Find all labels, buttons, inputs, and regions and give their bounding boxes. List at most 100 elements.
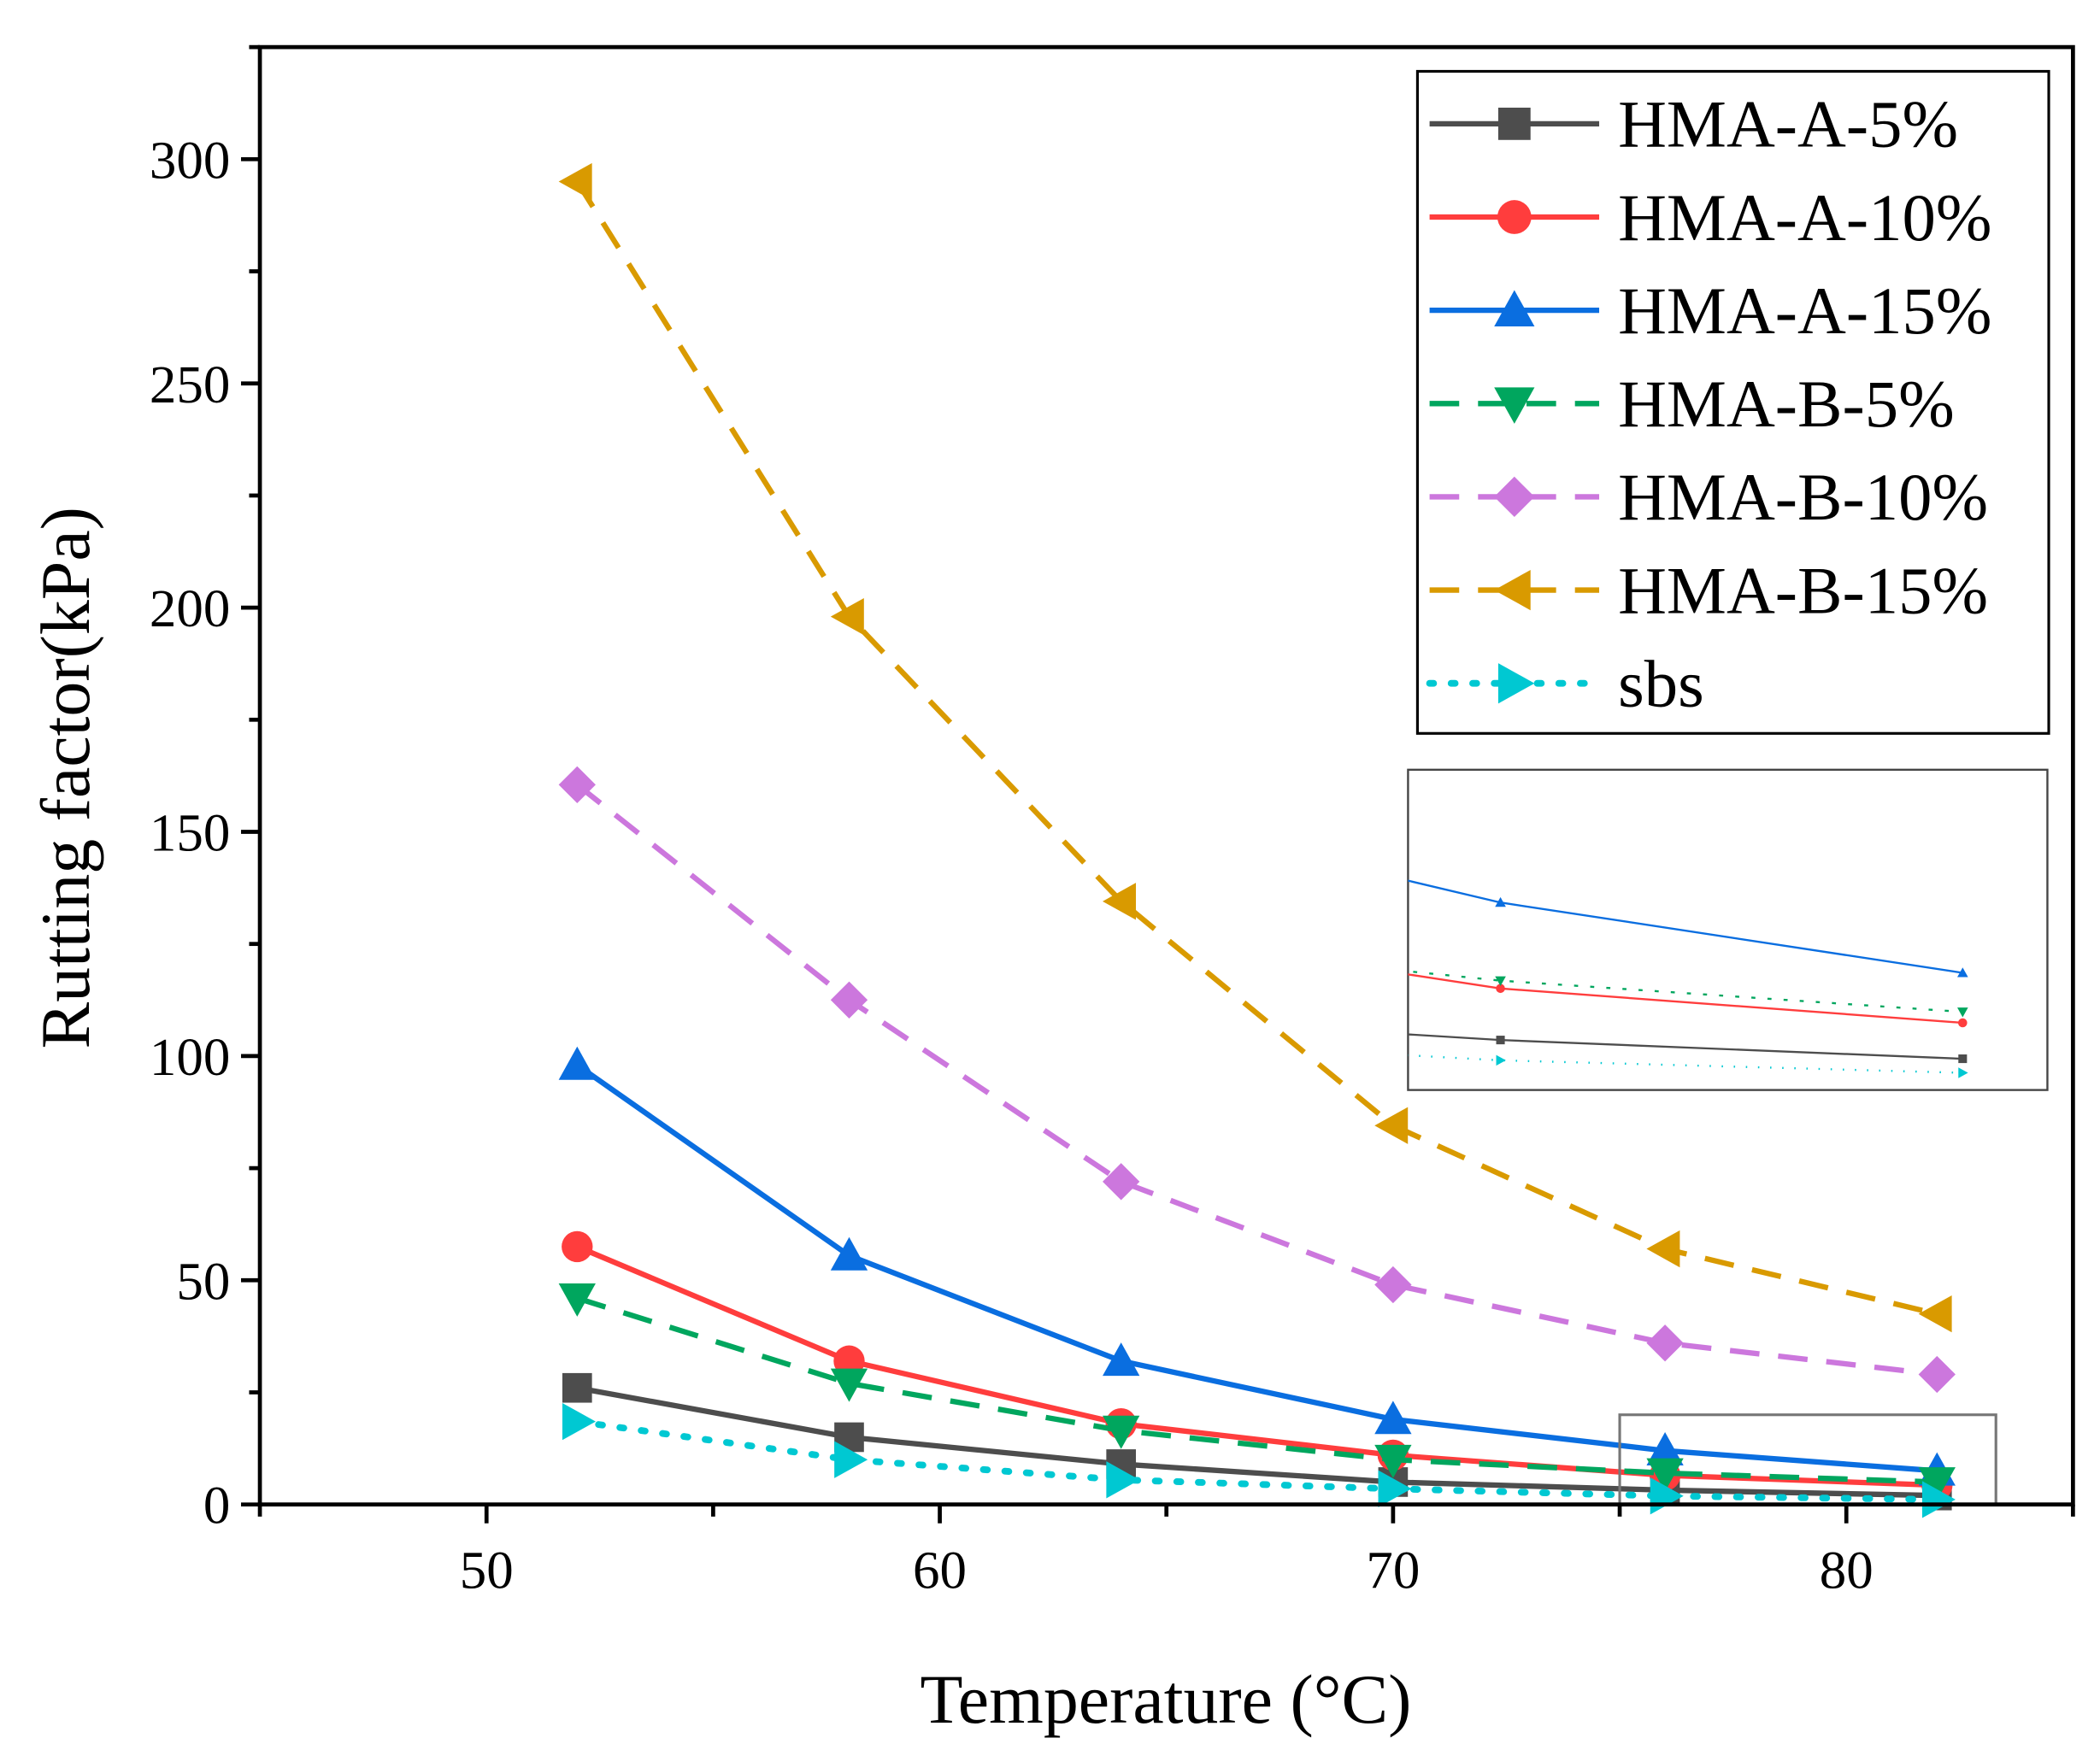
x-tick-label: 50 <box>460 1540 514 1600</box>
inset-data-point <box>109 928 119 939</box>
inset-data-point <box>1033 788 1044 797</box>
inset-data-point <box>572 804 581 813</box>
data-point <box>830 1368 868 1402</box>
data-point <box>1918 1355 1956 1394</box>
data-point <box>558 1283 596 1317</box>
x-axis-title: Temperature (°C) <box>921 1660 1412 1738</box>
inset-series-HMA-A-10% <box>109 585 1968 1028</box>
y-tick-label: 300 <box>150 130 230 190</box>
inset-data-point <box>572 999 581 1010</box>
inset-data-point <box>1495 976 1506 986</box>
inset-data-point <box>1957 1007 1968 1018</box>
data-point <box>1103 1163 1140 1201</box>
inset-data-point <box>1496 984 1505 994</box>
inset-data-point <box>1958 1018 1968 1028</box>
x-tick-label: 60 <box>913 1540 967 1600</box>
inset-data-point <box>1034 1007 1043 1016</box>
y-tick-label: 250 <box>150 355 230 414</box>
series-line <box>574 179 1938 1317</box>
inset-series-HMA-B-5% <box>109 664 1968 1018</box>
series-HMA-B-15% <box>558 162 1952 1333</box>
y-tick-label: 0 <box>203 1476 230 1536</box>
data-point <box>1378 1470 1412 1507</box>
data-point <box>558 1046 596 1080</box>
data-point <box>562 1402 596 1441</box>
legend-marker <box>1494 387 1535 424</box>
legend-marker <box>1494 476 1535 518</box>
legend-marker <box>1494 569 1531 611</box>
series-line <box>576 1244 1938 1489</box>
y-tick-label: 200 <box>150 578 230 638</box>
data-point <box>1646 1458 1684 1492</box>
inset-data-point <box>1958 1067 1968 1078</box>
inset-series-HMA-A-5% <box>109 851 1968 1064</box>
series-line <box>576 1385 1938 1499</box>
axes: 50 60 70 80 0 50 100 150 200 250 300 <box>150 44 2075 1600</box>
plot-marks <box>558 162 1997 1518</box>
inset-series-line <box>1408 1033 1963 1060</box>
inset-data-point <box>1496 1036 1505 1045</box>
series-HMA-B-5% <box>558 1283 1956 1501</box>
data-point <box>1374 1444 1412 1478</box>
data-point <box>1103 1415 1140 1449</box>
y-axis-title: Rutting factor(kPa) <box>26 507 104 1048</box>
data-point <box>834 1441 868 1478</box>
inset-series-line <box>1408 970 1963 1013</box>
inset-data-point <box>572 945 580 954</box>
series-line <box>575 1062 1938 1474</box>
series-HMA-A-10% <box>562 1230 1953 1501</box>
inset-series-line <box>1408 973 1963 1025</box>
legend-item: HMA-B-5% <box>1429 367 1955 442</box>
series-HMA-A-15% <box>558 1046 1956 1486</box>
inset-data-point <box>109 851 118 860</box>
inset-data-point <box>1033 930 1044 939</box>
legend-marker <box>1497 663 1535 704</box>
legend-label: HMA-A-15% <box>1618 274 1991 349</box>
legend-label: HMA-B-5% <box>1618 367 1955 442</box>
legend-label: HMA-B-15% <box>1618 554 1988 628</box>
inset-data-point <box>109 585 119 595</box>
inset-series-HMA-A-15% <box>109 218 1968 978</box>
data-point <box>1374 1107 1409 1144</box>
legend-marker <box>1497 107 1531 140</box>
legend-label: HMA-B-10% <box>1618 461 1988 535</box>
legend-item: HMA-A-5% <box>1429 88 1958 162</box>
legend-item: HMA-B-10% <box>1429 461 1988 535</box>
inset-data-point <box>1034 913 1044 923</box>
legend-item: HMA-B-15% <box>1429 554 1988 628</box>
series-sbs <box>562 1402 1956 1518</box>
legend-item: HMA-A-15% <box>1429 274 1991 349</box>
series-line <box>576 1295 1938 1485</box>
legend-label: sbs <box>1618 647 1704 721</box>
data-point <box>1921 1481 1956 1518</box>
legend: HMA-A-5% HMA-A-10% HMA-A-15% HMA-B-5% HMA-B-… <box>1415 69 2050 735</box>
data-point <box>830 981 868 1019</box>
inset-data-point <box>109 218 120 227</box>
data-point <box>1918 1295 1952 1333</box>
inset-data-point <box>1958 1054 1968 1064</box>
data-point <box>1106 1461 1140 1499</box>
inset-data-point <box>1496 1054 1506 1066</box>
y-tick-label: 150 <box>150 803 230 863</box>
x-tick-label: 70 <box>1366 1540 1420 1600</box>
inset-series-sbs <box>109 928 1968 1078</box>
legend-item: sbs <box>1426 647 1704 721</box>
data-point <box>830 1236 868 1271</box>
data-point <box>1646 1324 1684 1362</box>
inset-series-line <box>1408 1054 1963 1074</box>
data-point <box>1103 883 1137 920</box>
legend-marker <box>1497 200 1532 234</box>
data-point <box>1646 1230 1680 1268</box>
inset-data-point <box>109 664 120 673</box>
series-line <box>575 782 1938 1377</box>
data-point <box>1103 1342 1140 1377</box>
inset-data-point <box>1957 967 1968 978</box>
legend-marker <box>1494 290 1535 327</box>
data-point <box>562 1372 592 1403</box>
data-point <box>558 162 592 201</box>
data-point <box>1646 1432 1684 1466</box>
data-point <box>1374 1400 1412 1435</box>
inset-series-group <box>109 218 1968 1078</box>
inset-zoom-plot <box>109 218 2049 1091</box>
legend-label: HMA-A-10% <box>1618 181 1991 255</box>
